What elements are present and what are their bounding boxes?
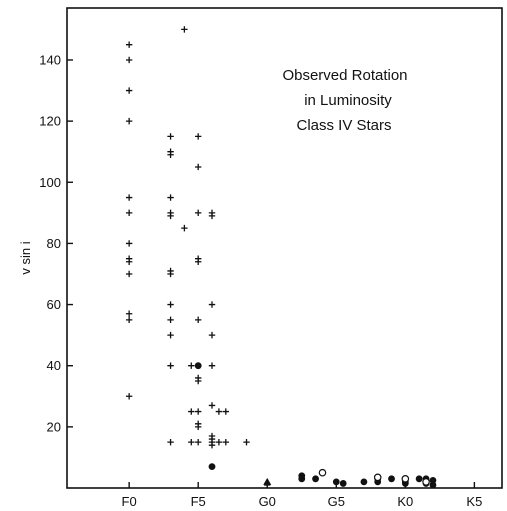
data-point-plus bbox=[243, 438, 250, 446]
data-point-plus bbox=[167, 316, 174, 324]
x-axis: F0 F5 G0 G5 K0 K5 bbox=[122, 482, 482, 509]
data-point-plus bbox=[167, 362, 174, 369]
data-point-plus bbox=[208, 301, 216, 308]
data-point-plus bbox=[208, 212, 216, 220]
data-point-plus bbox=[167, 270, 174, 278]
data-point-plus bbox=[167, 331, 174, 339]
data-point-filled-circle bbox=[415, 475, 423, 483]
data-point-plus bbox=[194, 316, 202, 324]
y-axis-label: v sin i bbox=[18, 241, 33, 274]
data-point-filled-circle bbox=[298, 475, 306, 483]
data-point-filled-circle bbox=[208, 463, 216, 470]
data-point-plus bbox=[125, 316, 133, 324]
data-point-plus bbox=[125, 393, 133, 400]
data-point-filled-circle bbox=[360, 478, 368, 486]
data-point-plus bbox=[222, 438, 230, 446]
data-point-open-circle bbox=[422, 478, 430, 486]
data-point-filled-circle bbox=[388, 475, 395, 483]
data-point-plus bbox=[125, 258, 133, 265]
data-point-plus bbox=[194, 209, 202, 217]
data-marks bbox=[125, 26, 437, 489]
chart-title-line-3: Class IV Stars bbox=[296, 117, 391, 134]
data-point-plus bbox=[188, 408, 195, 415]
y-tick-label: 20 bbox=[47, 419, 61, 434]
data-point-plus bbox=[194, 133, 202, 140]
data-point-plus bbox=[194, 163, 202, 171]
data-point-plus bbox=[167, 133, 174, 140]
data-point-plus bbox=[167, 151, 174, 158]
plot-frame bbox=[66, 7, 503, 489]
data-point-plus bbox=[188, 362, 195, 369]
data-point-plus bbox=[208, 331, 216, 339]
data-point-plus bbox=[208, 402, 216, 409]
data-point-open-circle bbox=[401, 475, 410, 483]
data-point-plus bbox=[125, 270, 133, 278]
data-point-triangle bbox=[263, 477, 272, 485]
data-point-plus bbox=[222, 408, 230, 415]
chart-title: Observed Rotation in Luminosity Class IV… bbox=[282, 67, 407, 134]
x-tick-label: G5 bbox=[328, 494, 345, 509]
data-point-filled-circle bbox=[194, 362, 202, 370]
data-point-plus bbox=[194, 438, 202, 446]
x-tick-label: K0 bbox=[397, 494, 413, 509]
data-point-filled-circle bbox=[339, 480, 347, 487]
data-point-plus bbox=[167, 301, 174, 308]
data-point-filled-circle bbox=[429, 476, 437, 484]
data-point-plus bbox=[208, 441, 216, 449]
data-point-plus bbox=[125, 194, 133, 201]
data-point-plus bbox=[194, 258, 202, 265]
x-tick-label: F0 bbox=[122, 494, 137, 509]
data-point-filled-circle bbox=[312, 475, 319, 483]
data-point-plus bbox=[208, 362, 216, 369]
data-point-plus bbox=[181, 224, 188, 232]
data-point-plus bbox=[125, 310, 133, 317]
x-tick-label: G0 bbox=[259, 494, 276, 509]
x-tick-label: K5 bbox=[466, 494, 482, 509]
data-point-plus bbox=[125, 56, 133, 64]
chart-title-line-1: Observed Rotation bbox=[282, 67, 407, 84]
data-point-plus bbox=[125, 117, 133, 125]
data-point-plus bbox=[125, 41, 133, 48]
data-point-plus bbox=[167, 438, 174, 446]
data-point-plus bbox=[194, 377, 202, 385]
data-point-plus bbox=[215, 438, 223, 446]
data-point-plus bbox=[181, 26, 188, 33]
y-tick-label: 120 bbox=[39, 114, 61, 129]
data-point-plus bbox=[194, 408, 202, 415]
y-tick-label: 40 bbox=[47, 358, 61, 373]
data-point-filled-circle bbox=[332, 478, 340, 486]
data-point-open-circle bbox=[373, 473, 382, 482]
y-tick-label: 100 bbox=[39, 175, 61, 190]
y-axis: 20 40 60 80 100 120 140 bbox=[39, 52, 73, 434]
data-point-plus bbox=[188, 438, 195, 446]
y-tick-label: 60 bbox=[47, 297, 61, 312]
data-point-plus bbox=[125, 209, 133, 217]
y-tick-label: 80 bbox=[47, 236, 61, 251]
data-point-plus bbox=[215, 408, 223, 415]
data-point-plus bbox=[167, 212, 174, 220]
data-point-plus bbox=[194, 423, 202, 431]
y-tick-label: 140 bbox=[39, 52, 61, 67]
data-point-open-circle bbox=[318, 468, 327, 477]
data-point-plus bbox=[167, 194, 174, 201]
data-point-plus bbox=[125, 87, 133, 94]
x-tick-label: F5 bbox=[191, 494, 206, 509]
chart-title-line-2: in Luminosity bbox=[304, 92, 392, 109]
data-point-plus bbox=[125, 240, 133, 247]
